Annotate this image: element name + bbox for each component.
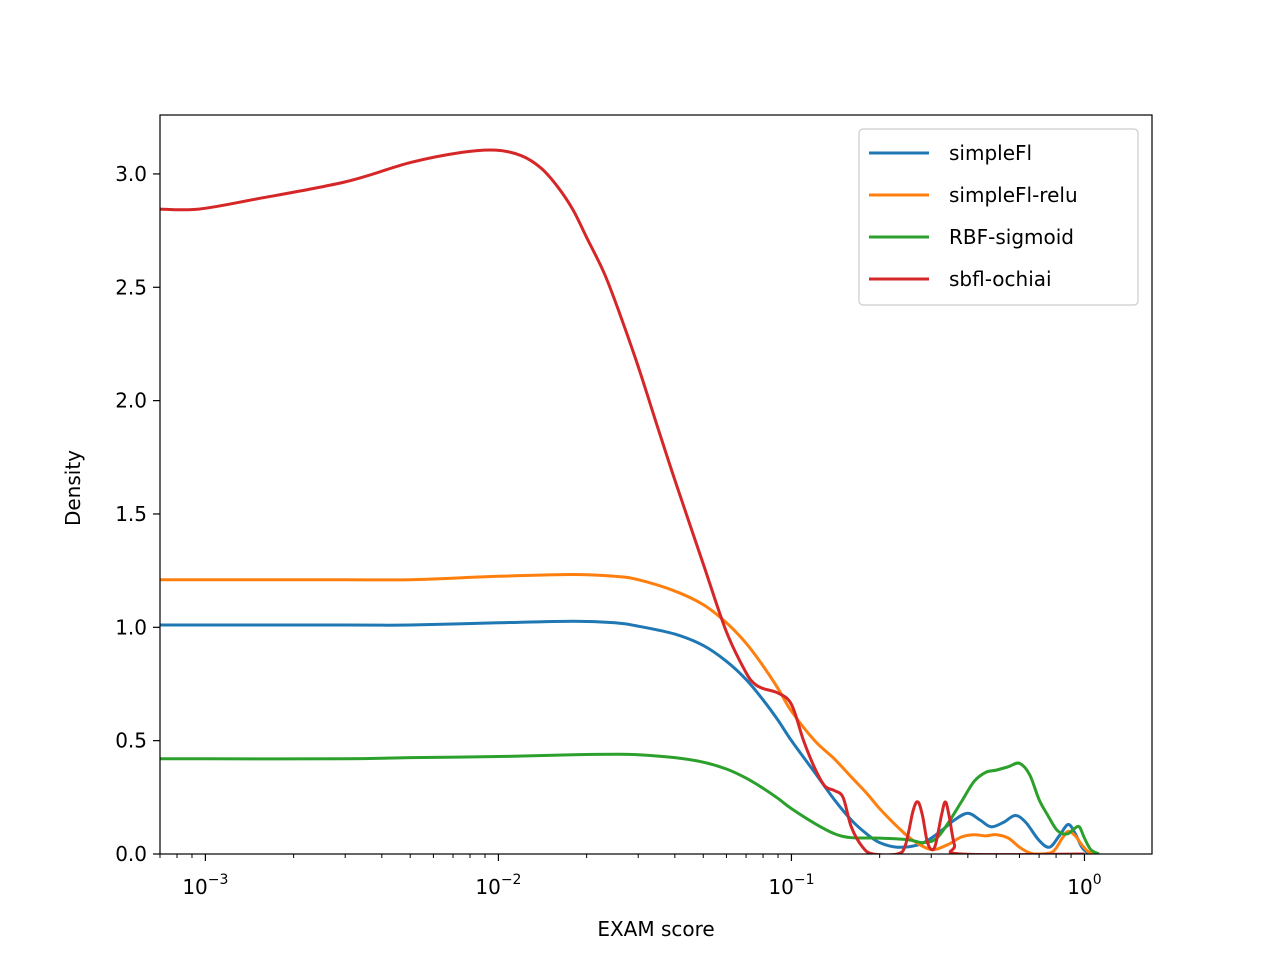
x-tick-mantissa: 10 xyxy=(1067,875,1092,899)
y-tick-label: 1.5 xyxy=(115,502,147,526)
y-tick-label: 1.0 xyxy=(115,615,147,639)
legend-label-simpleFl-relu: simpleFl-relu xyxy=(949,183,1078,207)
y-tick-label: 2.5 xyxy=(115,275,147,299)
x-tick-label: 10−2 xyxy=(475,872,521,899)
y-tick-label: 3.0 xyxy=(115,162,147,186)
x-tick-exponent: −1 xyxy=(794,872,815,888)
x-axis-label: EXAM score xyxy=(597,917,714,941)
y-tick-label: 0.5 xyxy=(115,729,147,753)
series-line-sbfl-ochiai xyxy=(160,148,1085,854)
y-axis-label: Density xyxy=(61,450,85,526)
x-tick-exponent: −3 xyxy=(208,872,229,888)
y-tick-label: 2.0 xyxy=(115,389,147,413)
series-line-simpleFl xyxy=(160,619,1097,854)
legend-entries: simpleFl simpleFl-relu RBF-sigmoid sbfl-och… xyxy=(869,141,1078,291)
x-tick-label: 10−1 xyxy=(768,872,814,899)
legend-label-sbfl-ochiai: sbfl-ochiai xyxy=(949,267,1052,291)
x-axis-ticks: 10−3 10−2 10−1 100 xyxy=(159,854,1102,899)
plot-frame xyxy=(159,114,1153,855)
series-layer xyxy=(160,148,1100,854)
x-tick-mantissa: 10 xyxy=(182,875,207,899)
legend-label-RBF-sigmoid: RBF-sigmoid xyxy=(949,225,1074,249)
legend-label-simpleFl: simpleFl xyxy=(949,141,1032,165)
y-axis-ticks: 0.0 0.5 1.0 1.5 2.0 2.5 3.0 xyxy=(115,162,160,866)
y-tick-label: 0.0 xyxy=(115,842,147,866)
legend: simpleFl simpleFl-relu RBF-sigmoid sbfl-och… xyxy=(858,128,1139,306)
x-tick-mantissa: 10 xyxy=(768,875,793,899)
x-tick-label: 10−3 xyxy=(182,872,228,899)
x-tick-label: 100 xyxy=(1067,872,1101,899)
x-tick-exponent: −2 xyxy=(501,872,522,888)
legend-box xyxy=(858,128,1139,306)
x-tick-mantissa: 10 xyxy=(475,875,500,899)
x-tick-exponent: 0 xyxy=(1093,872,1102,888)
